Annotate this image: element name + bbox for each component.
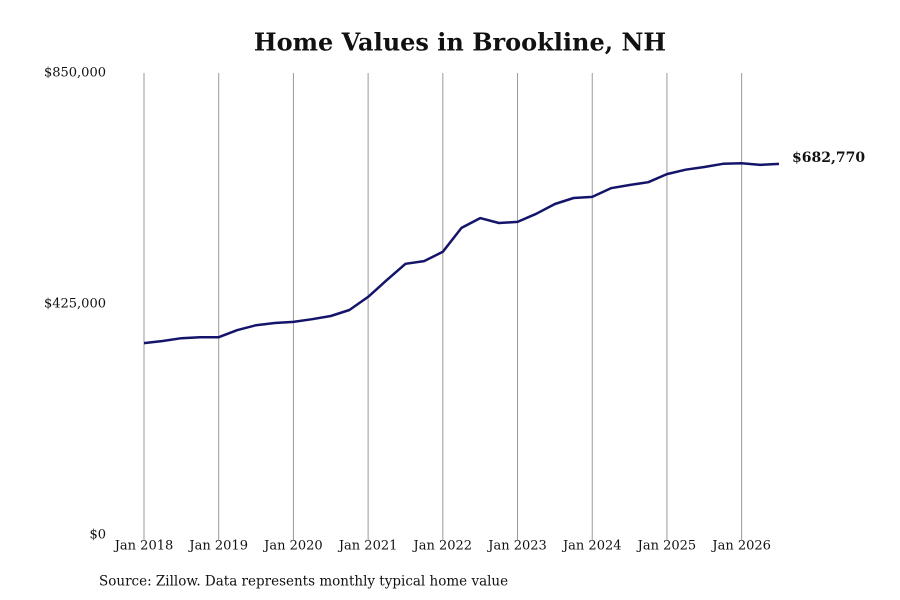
- x-tick-label: Jan 2023: [486, 539, 547, 554]
- y-tick-label: $850,000: [44, 66, 106, 81]
- value-label: $682,770: [792, 150, 865, 166]
- x-tick-label: Jan 2026: [710, 539, 771, 554]
- x-tick-label: Jan 2024: [561, 539, 622, 554]
- x-tick-label: Jan 2020: [262, 539, 323, 554]
- x-tick-label: Jan 2025: [636, 539, 697, 554]
- x-tick-label: Jan 2022: [412, 539, 473, 554]
- chart-title: Home Values in Brookline, NH: [254, 28, 666, 57]
- y-tick-label: $0: [89, 528, 106, 543]
- source-note: Source: Zillow. Data represents monthly …: [99, 574, 508, 590]
- x-tick-label: Jan 2019: [187, 539, 248, 554]
- line: [143, 161, 780, 345]
- x-tick-label: Jan 2018: [113, 539, 174, 554]
- y-tick-label: $425,000: [44, 297, 106, 312]
- x-tick-label: Jan 2021: [337, 539, 398, 554]
